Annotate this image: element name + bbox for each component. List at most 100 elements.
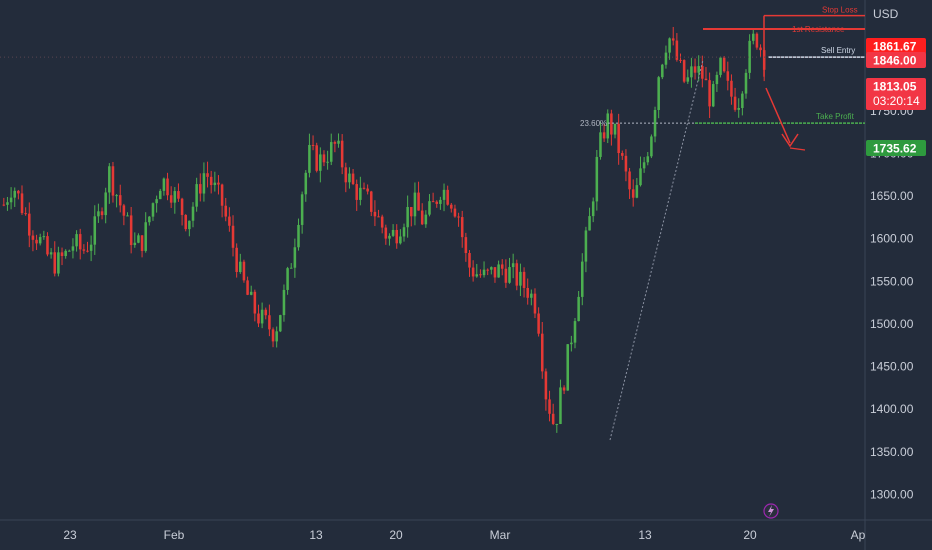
candle-body [249,291,253,295]
candle-body [497,264,500,278]
candle-body [413,192,417,217]
candle-body [402,227,406,237]
candle-body [679,59,682,61]
candle-body [682,60,686,82]
candle-body [446,189,449,205]
candle-body [511,263,515,268]
candle-body [57,252,60,274]
candle-body [260,309,264,324]
candle-body [479,274,482,276]
candle-body [602,132,606,139]
candle-body [202,173,206,194]
time-axis[interactable]: 23 Feb 13 20 Mar 13 20 Ap [63,528,865,542]
candle-body [464,237,468,254]
y-tick-label: 1650.00 [870,189,914,203]
candle-body [246,280,249,295]
candle-body [188,220,191,230]
y-tick-label: 1600.00 [870,232,914,246]
candle-body [71,246,75,251]
candle-body [581,261,584,297]
y-tick-label: 1350.00 [870,445,914,459]
candle-body [690,66,693,78]
candle-body [115,195,118,197]
candles-layer [2,26,766,433]
candle-body [231,225,235,248]
candle-body [544,371,548,400]
candle-body [755,33,759,48]
candle-body [751,33,755,41]
y-tick-label: 1450.00 [870,360,914,374]
x-tick-label: 20 [743,528,757,542]
candle-body [435,201,439,204]
x-tick-label: Feb [164,528,185,542]
price-tag-label: 1846.00 [873,54,917,68]
candle-body [388,235,391,239]
candle-body [657,77,660,110]
candle-body [64,250,67,257]
candle-body [355,184,358,200]
candle-body [639,168,642,186]
currency-label: USD [873,7,899,21]
price-tag-label: 1735.62 [873,142,917,156]
candle-body [329,142,333,162]
candle-body [140,235,144,251]
candle-body [693,66,697,73]
candle-body [49,252,53,255]
x-tick-label: Ap [851,528,866,542]
candle-body [100,211,104,216]
candle-body [599,132,602,157]
candle-body [366,188,369,192]
candle-body [653,109,657,137]
candle-body [490,267,493,270]
candle-body [344,167,348,183]
candle-body [253,291,257,314]
candle-body [264,309,268,316]
candle-body [60,252,64,257]
candle-body [97,211,100,217]
candle-body [555,423,559,425]
candle-body [540,333,544,372]
candle-body [20,193,24,214]
candle-body [369,191,373,212]
candle-body [588,216,591,231]
candle-body [333,142,337,144]
candle-body [522,271,526,288]
lightning-icon[interactable] [763,503,779,519]
fib-level-label: 23.60% [580,119,607,128]
candle-body [631,189,635,198]
candle-body [628,171,631,190]
candle-body [668,38,671,53]
stop-loss-label: Stop Loss [822,6,858,15]
candle-body [748,40,751,73]
candle-body [348,173,351,183]
candle-body [420,210,424,225]
candle-body [75,234,78,247]
candle-body [122,205,126,216]
candle-body [562,387,566,391]
candle-body [217,182,220,185]
candle-body [137,235,140,243]
candle-body [89,244,93,251]
candle-body [621,153,624,156]
x-tick-label: Mar [490,528,511,542]
candle-body [6,202,9,205]
candle-body [206,173,209,177]
candle-body [275,331,278,342]
candle-body [173,191,177,203]
candle-body [744,72,748,94]
candle-body [482,269,486,276]
candle-body [289,267,293,269]
price-tag-box [866,52,926,68]
candle-body [551,413,555,424]
x-tick-label: 20 [389,528,403,542]
candle-body [209,176,213,186]
candle-body [475,274,479,277]
candle-body [13,190,17,198]
candle-body [322,154,326,163]
candle-body [566,344,569,391]
candle-body [493,267,497,278]
candle-body [235,247,238,273]
candle-body [701,66,704,79]
